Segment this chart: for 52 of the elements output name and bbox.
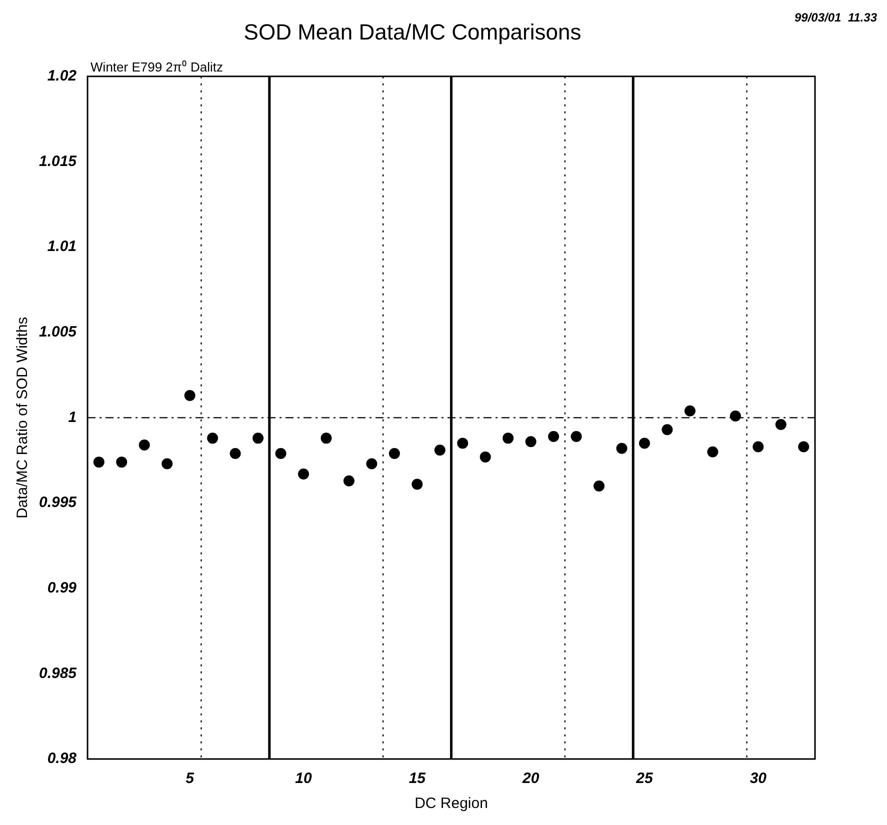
y-tick-label: 1.01 bbox=[47, 238, 77, 256]
y-tick-label: 1 bbox=[68, 408, 77, 426]
x-tick-label: 5 bbox=[186, 770, 195, 788]
point bbox=[412, 478, 423, 490]
point bbox=[616, 442, 628, 454]
point bbox=[730, 410, 741, 422]
y-axis-title: Data/MC Ratio of SOD Widths bbox=[14, 316, 32, 519]
y-tick-label: 1.005 bbox=[38, 324, 78, 341]
point bbox=[298, 468, 310, 480]
point bbox=[684, 405, 696, 416]
point bbox=[548, 430, 560, 442]
point bbox=[570, 430, 582, 442]
point bbox=[388, 448, 400, 460]
y-tick-label: 0.98 bbox=[47, 750, 78, 768]
point bbox=[662, 424, 673, 436]
point bbox=[343, 475, 354, 486]
point bbox=[320, 432, 332, 444]
point bbox=[457, 438, 468, 449]
y-tick-label: 0.985 bbox=[38, 664, 78, 682]
y-tick-label: 0.995 bbox=[38, 494, 78, 512]
point bbox=[366, 458, 378, 470]
point bbox=[798, 441, 810, 452]
point bbox=[184, 390, 196, 402]
text: 99/03/01 11.33 bbox=[794, 10, 878, 24]
point bbox=[525, 436, 536, 448]
point bbox=[752, 441, 764, 452]
point bbox=[502, 432, 514, 444]
x-tick-label: 25 bbox=[635, 770, 654, 788]
point bbox=[230, 448, 241, 460]
x-tick-label: 20 bbox=[521, 770, 540, 788]
point bbox=[252, 432, 264, 444]
y-tick-label: 1.015 bbox=[38, 152, 78, 170]
y-tick-label: 1.02 bbox=[47, 68, 78, 85]
point bbox=[207, 432, 218, 444]
point bbox=[639, 438, 650, 449]
point bbox=[707, 446, 718, 458]
text: Winter E799 2π⁰ Dalitz bbox=[90, 59, 224, 74]
point bbox=[162, 458, 173, 470]
x-tick-label: 10 bbox=[295, 770, 312, 788]
x-axis-title: DC Region bbox=[414, 795, 488, 812]
chart-title: SOD Mean Data/MC Comparisons bbox=[244, 19, 582, 44]
x-tick-label: 30 bbox=[750, 770, 768, 788]
point bbox=[775, 419, 786, 430]
point bbox=[275, 448, 286, 460]
point bbox=[138, 440, 150, 451]
point bbox=[594, 480, 605, 492]
point bbox=[480, 451, 491, 462]
x-tick-label: 15 bbox=[408, 770, 426, 788]
point bbox=[434, 444, 446, 456]
point bbox=[93, 456, 104, 468]
point bbox=[116, 456, 128, 468]
y-tick-label: 0.99 bbox=[47, 579, 78, 596]
